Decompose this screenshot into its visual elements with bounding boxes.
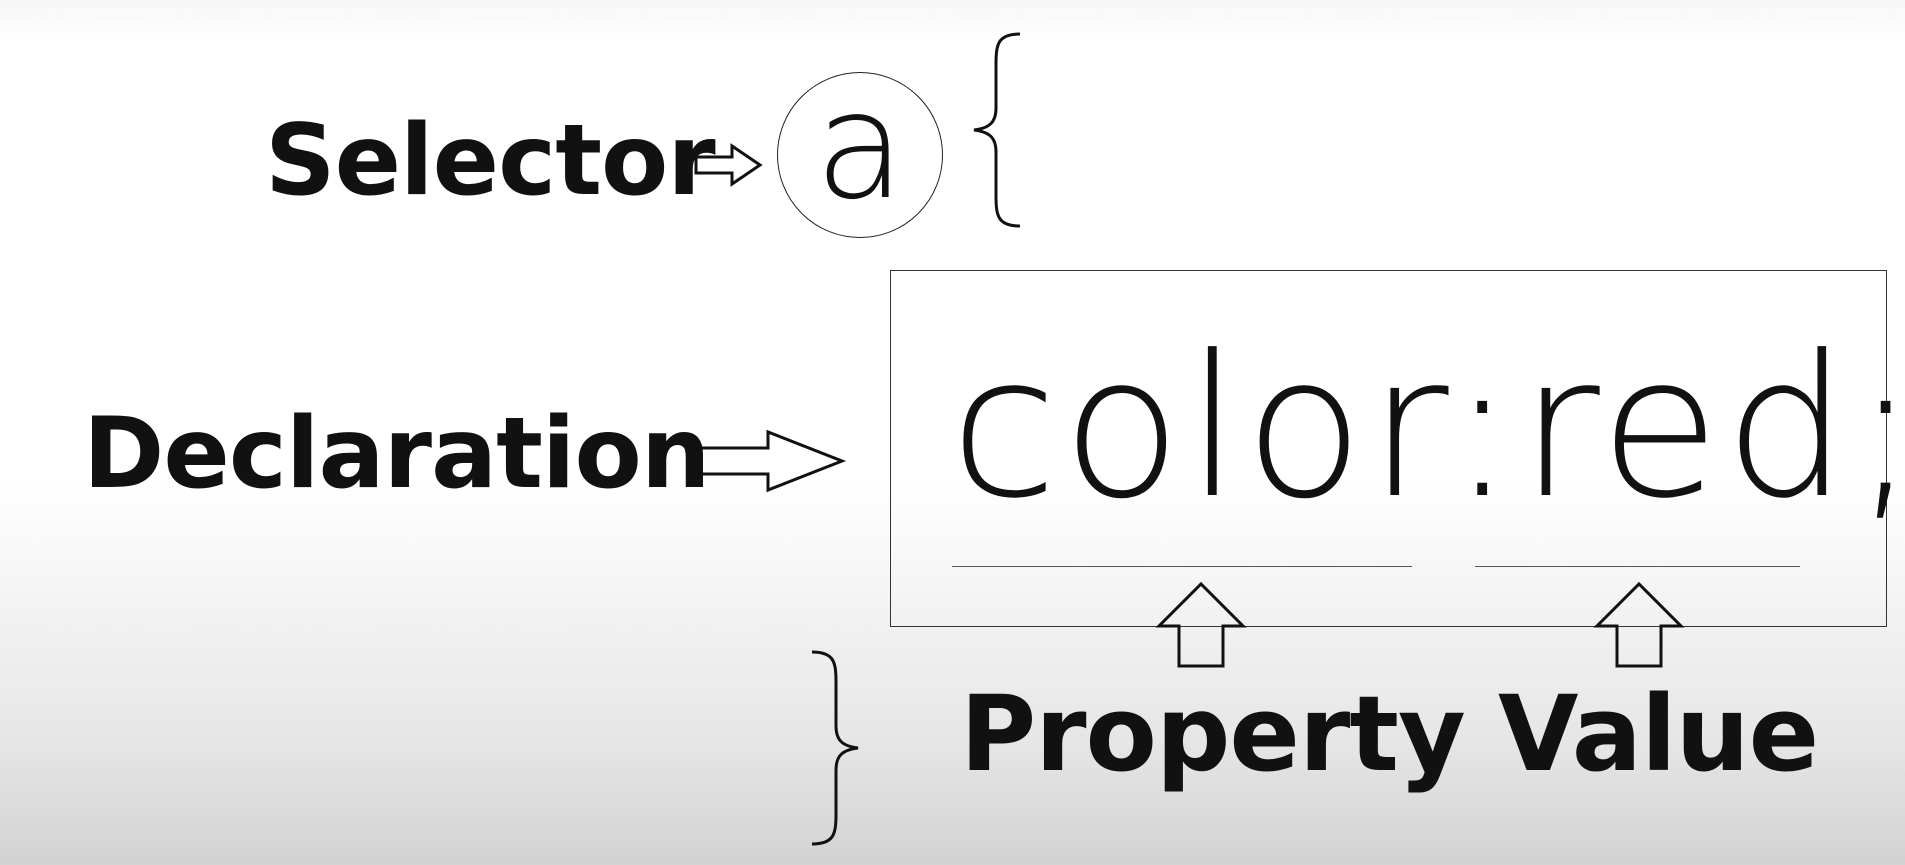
value-up-arrow-icon (1593, 581, 1685, 668)
selector-circle (777, 72, 943, 238)
open-brace (973, 32, 1021, 228)
property-up-arrow-icon (1155, 581, 1247, 668)
value-underline (1475, 566, 1800, 567)
selector-label: Selector (265, 104, 716, 218)
declaration-code: color:red; (950, 314, 1905, 542)
declaration-arrow-icon (696, 429, 847, 493)
value-label: Value (1498, 673, 1819, 795)
property-underline (952, 566, 1412, 567)
selector-glyph: a (814, 60, 906, 232)
declaration-label: Declaration (83, 397, 711, 511)
declaration-box (890, 270, 1887, 627)
close-brace (811, 650, 859, 846)
property-label: Property (960, 673, 1466, 795)
selector-arrow-icon (694, 143, 763, 187)
